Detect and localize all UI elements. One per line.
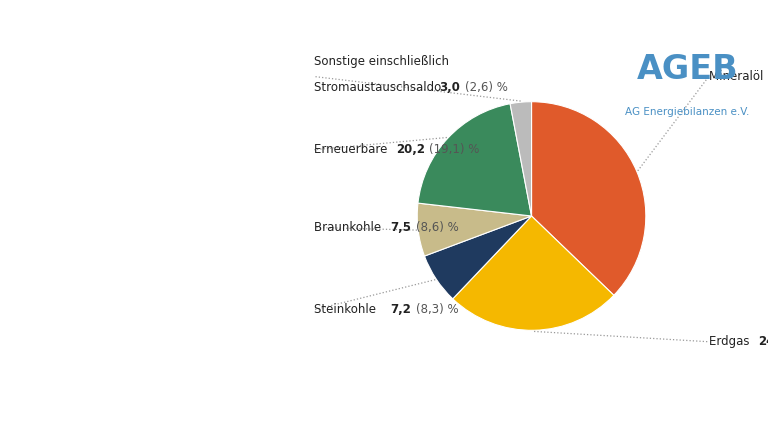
- Text: (8,6) %: (8,6) %: [415, 221, 458, 234]
- Text: AGEB: AGEB: [637, 53, 738, 86]
- Text: (8,3) %: (8,3) %: [415, 303, 458, 316]
- Text: Sonstige einschließlich: Sonstige einschließlich: [314, 55, 449, 68]
- Wedge shape: [510, 102, 531, 216]
- Text: AG Energiebilanzen e.V.: AG Energiebilanzen e.V.: [625, 107, 750, 118]
- Text: Steinkohle: Steinkohle: [314, 303, 384, 316]
- Wedge shape: [531, 102, 646, 295]
- Text: Erneuerbare: Erneuerbare: [314, 143, 396, 156]
- Wedge shape: [453, 216, 614, 330]
- Text: Braunkohle: Braunkohle: [314, 221, 389, 234]
- Wedge shape: [425, 216, 531, 299]
- Text: 3,0: 3,0: [439, 82, 460, 95]
- Text: Stromaustauschsaldo: Stromaustauschsaldo: [314, 82, 449, 95]
- Wedge shape: [417, 203, 531, 256]
- Text: 7,2: 7,2: [390, 303, 411, 316]
- Text: 24,9: 24,9: [757, 335, 768, 348]
- Text: 7,5: 7,5: [390, 221, 411, 234]
- Text: Erdgas: Erdgas: [709, 335, 756, 348]
- Text: (2,6) %: (2,6) %: [465, 82, 508, 95]
- Wedge shape: [418, 104, 531, 216]
- Text: Mineralöl: Mineralöl: [709, 70, 768, 83]
- Text: 20,2: 20,2: [396, 143, 425, 156]
- Text: (19,1) %: (19,1) %: [429, 143, 480, 156]
